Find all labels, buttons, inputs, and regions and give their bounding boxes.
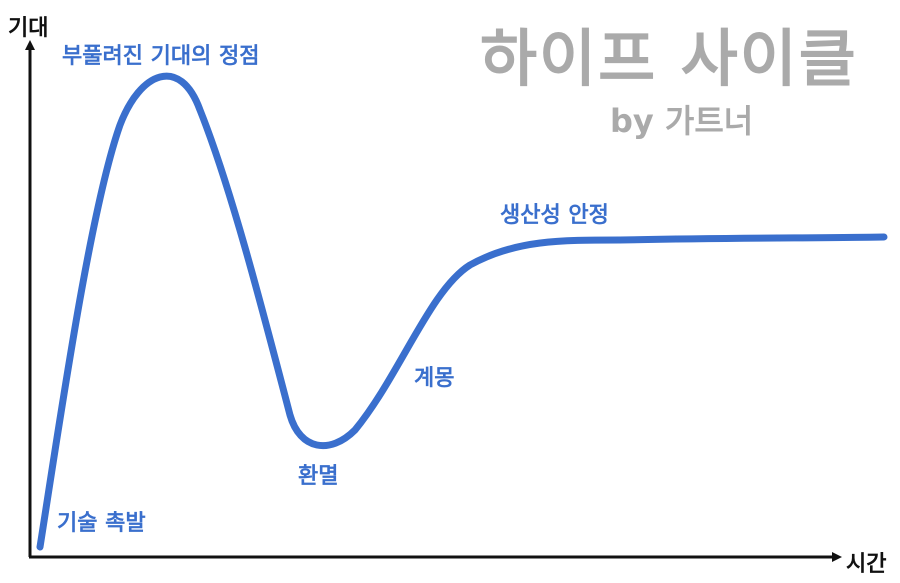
phase-label-trigger: 기술 촉발 <box>57 511 146 536</box>
x-axis-label: 시간 <box>846 552 887 577</box>
phase-label-trough: 환멸 <box>298 464 339 489</box>
diagram-title: 하이프 사이클 <box>480 22 858 95</box>
y-axis-label: 기대 <box>8 16 49 41</box>
diagram-subtitle: by 가트너 <box>610 102 754 140</box>
hype-curve <box>36 72 888 551</box>
phase-label-peak: 부풀려진 기대의 정점 <box>62 44 260 69</box>
phase-label-slope: 계몽 <box>414 366 455 391</box>
phase-label-plateau: 생산성 안정 <box>500 203 609 228</box>
